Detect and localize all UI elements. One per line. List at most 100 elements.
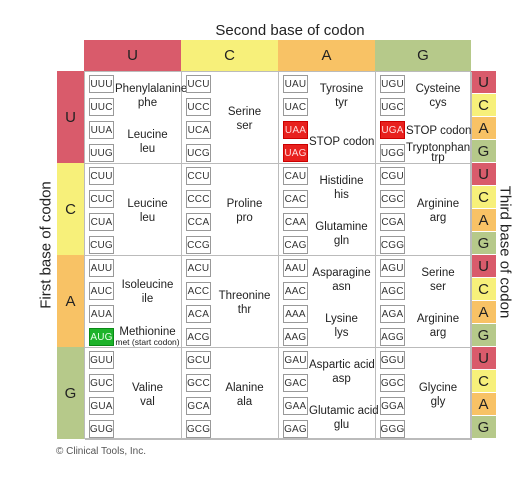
codon-gga: GGA <box>380 397 405 415</box>
codon-cug: CUG <box>89 236 114 254</box>
amino-acid-abbreviation: glu <box>333 419 350 431</box>
codon-gaa: GAA <box>283 397 308 415</box>
first-base-u: U <box>57 71 84 163</box>
codon-gug: GUG <box>89 420 114 438</box>
codon-uug: UUG <box>89 144 114 162</box>
codon-auu: AUU <box>89 259 114 277</box>
codon-uca: UCA <box>186 121 211 139</box>
codon-uaa: UAA <box>283 121 308 139</box>
third-base-u: U <box>471 71 496 94</box>
codon-cgg: CGG <box>380 236 405 254</box>
amino-acid-name: Aspartic acid <box>309 359 375 371</box>
third-base-a: A <box>471 301 496 324</box>
amino-acid-abbreviation: pro <box>236 212 253 224</box>
amino-acid-abbreviation: gln <box>333 235 350 247</box>
amino-acid-abbreviation: gly <box>430 396 446 408</box>
codon-acc: ACC <box>186 282 211 300</box>
codon-table: UUU UUC UUA UUG Phenylalanine phe Leucine leu UC… <box>84 71 472 440</box>
amino-acid-name: Histidine <box>319 175 364 187</box>
codon-aag: AAG <box>283 328 308 346</box>
amino-acid-isoleucine: Isoleucine ile <box>115 278 180 306</box>
amino-acid-threonine: Threonine thr <box>212 289 277 317</box>
codon-acu: ACU <box>186 259 211 277</box>
amino-acid-name: Serine <box>421 267 455 279</box>
amino-acid-glutamine: Glutamine gln <box>309 220 374 248</box>
codon-ggc: GGC <box>380 374 405 392</box>
codon-agu: AGU <box>380 259 405 277</box>
codon-ccc: CCC <box>186 190 211 208</box>
amino-acid-alanine: Alanine ala <box>212 381 277 409</box>
codon-agc: AGC <box>380 282 405 300</box>
codon-uac: UAC <box>283 98 308 116</box>
amino-acid-abbreviation: val <box>140 396 155 408</box>
codon-gcg: GCG <box>186 420 211 438</box>
amino-acid-name: Glutamine <box>315 221 368 233</box>
amino-acid-abbreviation: his <box>334 189 349 201</box>
third-base-a: A <box>471 393 496 416</box>
codon-ggg: GGG <box>380 420 405 438</box>
first-base-g: G <box>57 347 84 439</box>
amino-acid-lysine: Lysine lys <box>309 312 374 340</box>
amino-acid-histidine: Histidine his <box>309 174 374 202</box>
amino-acid-name: Leucine <box>127 129 168 141</box>
codon-block-gg: GGU GGC GGA GGG Glycine gly <box>376 348 472 440</box>
amino-acid-abbreviation: ser <box>430 281 446 293</box>
codon-block-uc: UCU UCC UCA UCG Serine ser <box>182 72 279 164</box>
amino-acid-name: Asparagine <box>312 267 371 279</box>
third-base-g: G <box>471 140 496 163</box>
amino-acid-abbreviation: phe <box>137 97 158 109</box>
codon-aaa: AAA <box>283 305 308 323</box>
amino-acid-abbreviation: trp <box>431 152 445 164</box>
third-base-g: G <box>471 416 496 439</box>
codon-block-ug: UGU UGC UGA UGG Cysteine cys STOP codon Trypton… <box>376 72 472 164</box>
third-base-u: U <box>471 163 496 186</box>
codon-gac: GAC <box>283 374 308 392</box>
codon-agg: AGG <box>380 328 405 346</box>
amino-acid-abbreviation: arg <box>429 327 447 339</box>
amino-acid-arginine: Arginine arg <box>406 312 470 340</box>
codon-cca: CCA <box>186 213 211 231</box>
amino-acid-name: Methionine <box>119 326 176 338</box>
amino-acid-abbreviation: asn <box>332 281 351 293</box>
amino-acid-name: Alanine <box>225 382 264 394</box>
amino-acid-abbreviation: lys <box>334 327 349 339</box>
amino-acid-serine: Serine ser <box>406 266 470 294</box>
copyright-notice: © Clinical Tools, Inc. <box>56 446 146 457</box>
codon-aca: ACA <box>186 305 211 323</box>
codon-gcu: GCU <box>186 351 211 369</box>
amino-acid-abbreviation: asp <box>332 373 351 385</box>
amino-acid-name: STOP codon <box>309 136 375 148</box>
amino-acid-stop-codon: STOP codon <box>309 135 374 149</box>
amino-acid-name: Serine <box>227 106 262 118</box>
amino-acid-tyrosine: Tyrosine tyr <box>309 82 374 110</box>
codon-guu: GUU <box>89 351 114 369</box>
second-base-u: U <box>84 40 181 71</box>
second-base-title: Second base of codon <box>215 22 365 39</box>
amino-acid-name: Tryptonphan <box>406 142 471 154</box>
codon-block-aa: AAU AAC AAA AAG Asparagine asn Lysine lys <box>279 256 376 348</box>
amino-acid-abbreviation: arg <box>429 212 447 224</box>
amino-acid-name: Threonine <box>218 290 271 302</box>
codon-block-au: AUU AUC AUA AUG Isoleucine ile Methionine met (… <box>85 256 182 348</box>
second-base-c: C <box>181 40 278 71</box>
third-base-g: G <box>471 324 496 347</box>
codon-block-cg: CGU CGC CGA CGG Arginine arg <box>376 164 472 256</box>
codon-block-ua: UAU UAC UAA UAG Tyrosine tyr STOP codon <box>279 72 376 164</box>
codon-gau: GAU <box>283 351 308 369</box>
codon-gag: GAG <box>283 420 308 438</box>
codon-aug: AUG <box>89 328 114 346</box>
codon-caa: CAA <box>283 213 308 231</box>
codon-guc: GUC <box>89 374 114 392</box>
amino-acid-tryptonphan: Tryptonphan trp <box>406 142 471 164</box>
amino-acid-leucine: Leucine leu <box>115 128 180 156</box>
codon-ugu: UGU <box>380 75 405 93</box>
amino-acid-cysteine: Cysteine cys <box>406 82 470 110</box>
amino-acid-abbreviation: cys <box>429 97 447 109</box>
codon-gcc: GCC <box>186 374 211 392</box>
codon-aga: AGA <box>380 305 405 323</box>
amino-acid-phenylalanine: Phenylalanine phe <box>115 82 187 110</box>
second-base-g: G <box>375 40 471 71</box>
third-base-c: C <box>471 370 496 393</box>
amino-acid-stop-codon: STOP codon <box>406 124 471 138</box>
codon-uuc: UUC <box>89 98 114 116</box>
